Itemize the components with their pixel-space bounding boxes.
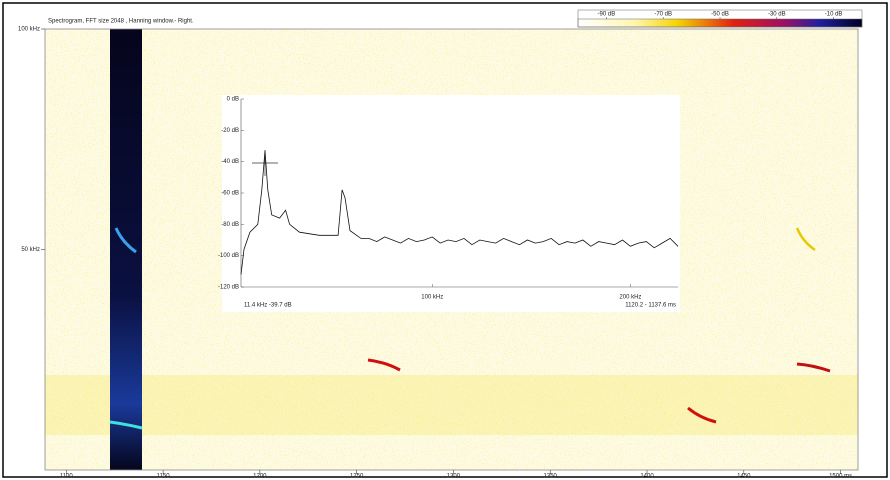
spectrum-line (240, 150, 679, 275)
colorbar-label: -50 dB (711, 12, 729, 18)
y-tick-label: 100 kHz (18, 27, 40, 33)
inset-y-tick-label: -20 dB (221, 128, 239, 134)
low-band (45, 375, 858, 435)
inset-y-tick-label: -40 dB (221, 159, 239, 165)
colorbar-label: -10 dB (825, 12, 843, 18)
x-tick-label: 1100 (60, 474, 74, 480)
inset-y-tick-label: -60 dB (221, 191, 239, 197)
colorbar-label: -30 dB (768, 12, 786, 18)
inset-y-tick-label: -100 dB (218, 253, 239, 259)
x-tick-label: 1500 ms (829, 474, 852, 480)
call (109, 420, 143, 430)
colorbar (577, 18, 863, 28)
x-tick-label: 1350 (544, 474, 558, 480)
x-tick-label: 1400 (640, 474, 654, 480)
x-tick-label: 1150 (157, 474, 171, 480)
colorbar-label: -70 dB (654, 12, 672, 18)
x-tick-label: 1200 (253, 474, 267, 480)
call (795, 227, 816, 252)
inset-x-tick-label: 200 kHz (619, 295, 641, 301)
window-title: Spectrogram, FFT size 2048 , Hanning win… (48, 19, 194, 25)
x-tick-label: 1250 (350, 474, 364, 480)
call (114, 227, 137, 254)
y-tick-label: 50 kHz (21, 247, 40, 253)
inset-background (222, 95, 680, 312)
call (796, 362, 831, 373)
inset-y-tick-label: 0 dB (227, 97, 239, 103)
x-tick-label: 1450 (737, 474, 751, 480)
inset-spectrum: 11.4 kHz -39.7 dB 1120.2 - 1137.6 ms (222, 95, 680, 312)
inset-x-tick-label: 100 kHz (421, 295, 443, 301)
inset-y-tick-label: -80 dB (221, 222, 239, 228)
inset-y-tick-label: -120 dB (218, 285, 239, 291)
selection-band (110, 29, 142, 470)
x-tick-label: 1300 (447, 474, 461, 480)
colorbar-frame (577, 9, 863, 28)
call (687, 406, 717, 424)
time-range: 1120.2 - 1137.6 ms (625, 303, 676, 309)
cursor-readout: 11.4 kHz -39.7 dB (244, 303, 292, 309)
call (367, 358, 401, 372)
colorbar-label: -90 dB (598, 12, 616, 18)
